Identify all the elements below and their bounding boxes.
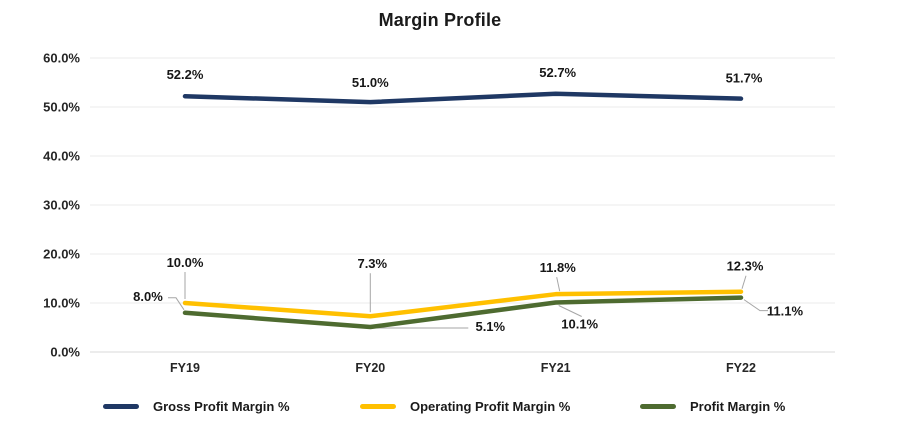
legend: Gross Profit Margin % Operating Profit M… (0, 396, 919, 426)
series-line-gross-profit-margin (182, 91, 744, 105)
data-label: 11.8% (540, 260, 577, 275)
data-label: 11.1% (767, 304, 804, 319)
x-axis-label: FY19 (170, 361, 200, 375)
chart-title: Margin Profile (378, 10, 502, 30)
series-line-operating-profit-margin (182, 289, 744, 319)
y-axis-tick-label: 0.0% (50, 345, 80, 360)
x-axis-label: FY22 (726, 361, 756, 375)
y-axis-tick-label: 50.0% (43, 100, 80, 115)
leader-line (556, 277, 561, 292)
data-label: 51.0% (352, 75, 389, 90)
x-axis-label: FY21 (541, 361, 571, 375)
legend-label: Operating Profit Margin % (410, 398, 571, 414)
series-line-profit-margin (182, 295, 744, 330)
data-label: 7.3% (357, 256, 387, 271)
leader-line (168, 297, 185, 311)
data-label: 10.0% (167, 255, 204, 270)
leader-line (743, 299, 768, 312)
legend-label: Profit Margin % (690, 398, 786, 414)
leader-line (558, 305, 582, 317)
legend-dash-icon (103, 403, 139, 409)
y-axis-tick-label: 10.0% (43, 296, 80, 311)
data-label: 10.1% (561, 317, 598, 332)
y-axis-tick-label: 20.0% (43, 247, 80, 262)
y-axis-tick-label: 40.0% (43, 149, 80, 164)
y-axis-tick-label: 30.0% (43, 198, 80, 213)
data-label: 52.2% (167, 67, 204, 82)
data-label: 8.0% (133, 289, 163, 304)
legend-label: Gross Profit Margin % (153, 398, 290, 414)
data-label: 52.7% (539, 65, 576, 80)
leader-line (741, 275, 747, 289)
y-axis-tick-label: 60.0% (43, 51, 80, 66)
legend-item-operating-profit-margin: Operating Profit Margin % (360, 396, 570, 416)
legend-dash-icon (360, 403, 396, 409)
legend-item-profit-margin: Profit Margin % (640, 396, 785, 416)
data-label: 12.3% (727, 259, 764, 274)
legend-dash-icon (640, 403, 676, 409)
data-label: 51.7% (726, 71, 763, 86)
legend-item-gross-profit-margin: Gross Profit Margin % (103, 396, 290, 416)
data-label: 5.1% (475, 319, 505, 334)
x-axis-label: FY20 (355, 361, 385, 375)
